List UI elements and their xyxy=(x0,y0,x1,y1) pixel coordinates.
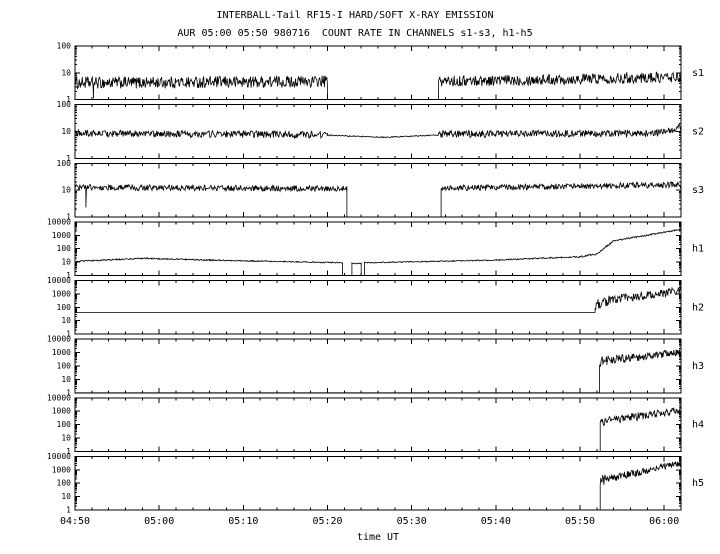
y-tick-label: 100 xyxy=(57,100,72,109)
panel-h2-label: h2 xyxy=(692,302,704,313)
y-tick-label: 10 xyxy=(61,68,71,77)
panel-h1-trace xyxy=(75,228,682,276)
y-tick-label: 10 xyxy=(61,258,71,267)
panel-h2: 1 10 100 1000 10000 h2 xyxy=(47,276,704,339)
panel-h1: 1 10 100 1000 10000 h1 xyxy=(47,217,704,280)
x-tick-label: 05:00 xyxy=(144,516,174,527)
panel-h5-trace xyxy=(75,460,682,511)
x-tick-label: 05:40 xyxy=(481,516,511,527)
panel-s3: 1 10 100 s3 xyxy=(57,159,705,222)
y-tick-label: 1000 xyxy=(52,289,71,298)
y-tick-label: 10000 xyxy=(47,393,71,402)
panel-h4-label: h4 xyxy=(692,420,704,431)
y-tick-label: 10 xyxy=(61,127,71,136)
chart-subtitle: AUR 05:00 05:50 980716 COUNT RATE IN CHA… xyxy=(177,28,532,39)
y-tick-label: 1000 xyxy=(52,231,71,240)
y-tick-label: 1000 xyxy=(52,465,71,474)
panel-s3-axes xyxy=(74,162,682,218)
y-tick-label: 10000 xyxy=(47,452,71,461)
panel-h2-trace xyxy=(75,286,682,313)
panel-s2: 1 10 100 s2 xyxy=(57,100,705,163)
y-tick-label: 1 xyxy=(66,506,71,515)
panel-h5-axes xyxy=(74,455,682,511)
y-tick-label: 100 xyxy=(57,303,72,312)
panel-h2-axes xyxy=(74,280,682,335)
y-tick-label: 10 xyxy=(61,492,71,501)
panel-s1-label: s1 xyxy=(692,68,704,79)
x-axis-labels: 04:50 05:00 05:10 05:20 05:30 05:40 05:50 06:00 xyxy=(60,516,679,527)
panel-s3-label: s3 xyxy=(692,185,704,196)
y-tick-label: 1 xyxy=(66,447,71,456)
panel-h5-label: h5 xyxy=(692,478,704,489)
panel-s1-axes xyxy=(74,45,682,101)
panel-h1-label: h1 xyxy=(692,244,704,255)
x-tick-label: 04:50 xyxy=(60,516,90,527)
panel-h4: 1 10 100 1000 10000 h4 xyxy=(47,393,704,456)
y-tick-label: 1 xyxy=(66,212,71,221)
panel-h3-trace xyxy=(75,349,682,394)
panel-s2-trace xyxy=(74,123,682,140)
panel-h3-label: h3 xyxy=(692,361,704,372)
panel-s1: 1 10 100 s1 xyxy=(57,42,705,105)
x-tick-label: 05:30 xyxy=(397,516,427,527)
panels-group: 1 10 100 s1 1 10 100 s2 1 10 100 s3 1 10 100 1000 10000 h… xyxy=(47,42,704,528)
y-tick-label: 100 xyxy=(57,361,72,370)
y-tick-label: 100 xyxy=(57,479,72,488)
y-tick-label: 100 xyxy=(57,159,72,168)
x-tick-label: 05:50 xyxy=(565,516,595,527)
x-axis-title: time UT xyxy=(357,532,399,543)
y-tick-label: 10000 xyxy=(47,335,71,344)
x-tick-label: 05:10 xyxy=(228,516,258,527)
panel-h4-trace xyxy=(75,406,682,452)
panel-h4-axes xyxy=(74,397,682,452)
y-tick-label: 10000 xyxy=(47,217,71,226)
y-tick-label: 10 xyxy=(61,316,71,325)
y-tick-label: 1 xyxy=(66,271,71,280)
y-tick-label: 1 xyxy=(66,388,71,397)
x-tick-label: 05:20 xyxy=(312,516,342,527)
y-tick-label: 10 xyxy=(61,186,71,195)
y-tick-label: 1000 xyxy=(52,348,71,357)
panel-s3-trace xyxy=(74,180,682,218)
panel-s2-label: s2 xyxy=(692,126,704,137)
y-tick-label: 10 xyxy=(61,375,71,384)
panel-h3-axes xyxy=(74,338,682,394)
y-tick-label: 1 xyxy=(66,330,71,339)
y-tick-label: 10 xyxy=(61,433,71,442)
panel-s1-trace xyxy=(74,71,682,100)
y-tick-label: 1000 xyxy=(52,407,71,416)
y-tick-label: 10000 xyxy=(47,276,71,285)
panel-h1-axes xyxy=(74,221,682,276)
chart-title: INTERBALL-Tail RF15-I HARD/SOFT X-RAY EM… xyxy=(217,10,494,21)
y-tick-label: 100 xyxy=(57,420,72,429)
x-tick-label: 06:00 xyxy=(649,516,679,527)
y-tick-label: 1 xyxy=(66,154,71,163)
panel-h3: 1 10 100 1000 10000 h3 xyxy=(47,335,704,398)
y-tick-label: 100 xyxy=(57,244,72,253)
panel-s2-axes xyxy=(74,104,682,159)
y-tick-label: 1 xyxy=(66,95,71,104)
y-tick-label: 100 xyxy=(57,42,72,51)
panel-h5: 1 10 100 1000 10000 h5 xyxy=(47,452,704,515)
